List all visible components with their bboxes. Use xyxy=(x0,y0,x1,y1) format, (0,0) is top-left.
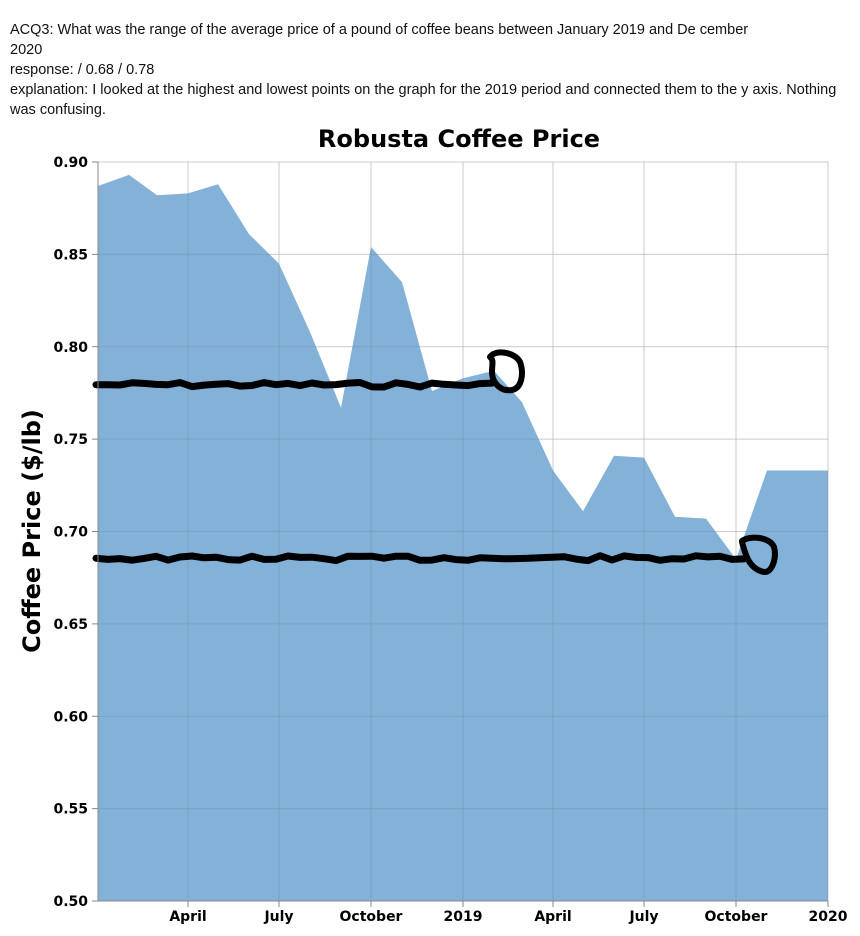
x-tick-label-3: 2019 xyxy=(444,909,483,925)
drawn-circle-high xyxy=(487,349,525,394)
response-line: response: / 0.68 / 0.78 xyxy=(10,60,840,80)
y-tick-label-5: 0.75 xyxy=(53,432,88,448)
drawn-line-high xyxy=(92,379,496,391)
response-label: response: xyxy=(10,62,74,78)
handdrawn-marks xyxy=(92,349,778,575)
chart-title: Robusta Coffee Price xyxy=(318,125,600,153)
drawn-line-low xyxy=(92,552,748,565)
area-layer xyxy=(98,161,829,902)
y-tick-label-8: 0.90 xyxy=(53,155,88,171)
response-value: / 0.68 / 0.78 xyxy=(73,62,155,78)
y-tick-label-3: 0.65 xyxy=(53,617,88,633)
x-tick-label-0: April xyxy=(169,909,206,925)
x-tick-label-5: July xyxy=(628,909,658,925)
y-tick-label-2: 0.60 xyxy=(53,709,88,725)
x-tick-label-7: 2020 xyxy=(809,909,848,925)
drawn-circle-low xyxy=(739,534,778,575)
x-tick-label-4: April xyxy=(534,909,571,925)
y-tick-label-1: 0.55 xyxy=(53,802,88,818)
annotation-text-block: ACQ3: What was the range of the average … xyxy=(10,20,840,120)
y-tick-label-4: 0.70 xyxy=(53,525,88,541)
question-text: ACQ3: What was the range of the average … xyxy=(10,22,749,58)
x-tick-label-1: July xyxy=(263,909,293,925)
axis-layer: 0.50 0.55 0.60 0.65 0.70 0.75 0.80 0.85 0.90 Apri… xyxy=(53,155,847,925)
y-axis-label: Coffee Price ($/lb) xyxy=(18,409,46,653)
explanation-line: explanation: I looked at the highest and… xyxy=(10,80,840,120)
price-area-series xyxy=(98,174,828,901)
x-tick-label-6: October xyxy=(705,909,768,925)
y-tick-label-0: 0.50 xyxy=(53,894,88,910)
explanation-value: I looked at the highest and lowest point… xyxy=(10,82,837,118)
explanation-label: explanation: xyxy=(10,82,89,98)
y-tick-label-6: 0.80 xyxy=(53,340,88,356)
x-tick-label-2: October xyxy=(340,909,403,925)
y-tick-label-7: 0.85 xyxy=(53,247,88,263)
